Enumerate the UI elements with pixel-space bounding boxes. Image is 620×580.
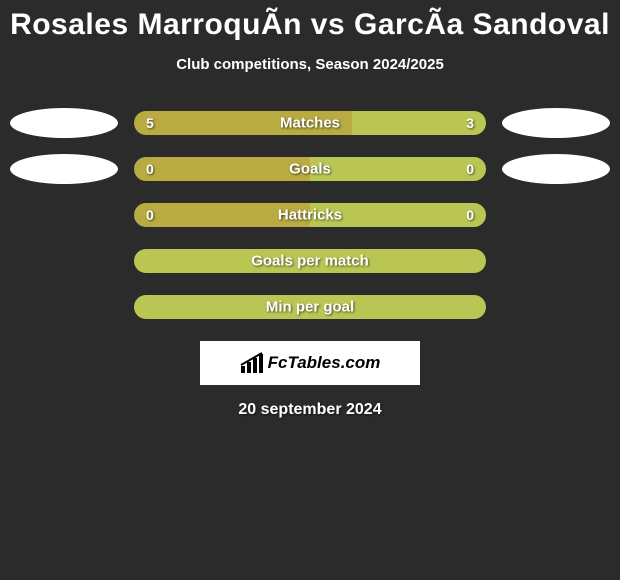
stat-row: Goals per match bbox=[0, 249, 620, 273]
bar-segment-right bbox=[310, 157, 486, 181]
stat-value-left: 0 bbox=[146, 161, 154, 177]
stat-name: Hattricks bbox=[278, 207, 342, 224]
stat-value-right: 0 bbox=[466, 207, 474, 223]
team-badge-left bbox=[10, 154, 118, 184]
page-title: Rosales MarroquÃ­n vs GarcÃ­a Sandoval bbox=[0, 8, 620, 42]
bar-chart-icon bbox=[240, 352, 264, 374]
comparison-widget: Rosales MarroquÃ­n vs GarcÃ­a Sandoval C… bbox=[0, 0, 620, 419]
team-badge-left bbox=[10, 108, 118, 138]
stat-bar: 5 Matches 3 bbox=[134, 111, 486, 135]
team-badge-right bbox=[502, 108, 610, 138]
stat-bar: 0 Hattricks 0 bbox=[134, 203, 486, 227]
stat-bar: 0 Goals 0 bbox=[134, 157, 486, 181]
source-logo: FcTables.com bbox=[200, 341, 420, 385]
bar-segment-left bbox=[134, 157, 310, 181]
stat-row: 0 Goals 0 bbox=[0, 157, 620, 181]
stat-value-left: 5 bbox=[146, 115, 154, 131]
stat-row: 5 Matches 3 bbox=[0, 111, 620, 135]
stat-value-right: 0 bbox=[466, 161, 474, 177]
stat-value-right: 3 bbox=[466, 115, 474, 131]
stat-name: Min per goal bbox=[266, 299, 354, 316]
stat-row: Min per goal bbox=[0, 295, 620, 319]
date-label: 20 september 2024 bbox=[0, 401, 620, 419]
stats-list: 5 Matches 3 0 Goals 0 0 Hattricks 0 Goals per mat… bbox=[0, 111, 620, 319]
team-badge-right bbox=[502, 154, 610, 184]
logo-text: FcTables.com bbox=[268, 353, 381, 373]
stat-value-left: 0 bbox=[146, 207, 154, 223]
stat-name: Goals per match bbox=[251, 253, 369, 270]
stat-row: 0 Hattricks 0 bbox=[0, 203, 620, 227]
stat-name: Matches bbox=[280, 115, 340, 132]
stat-bar: Goals per match bbox=[134, 249, 486, 273]
stat-name: Goals bbox=[289, 161, 331, 178]
stat-bar: Min per goal bbox=[134, 295, 486, 319]
subtitle: Club competitions, Season 2024/2025 bbox=[0, 56, 620, 73]
